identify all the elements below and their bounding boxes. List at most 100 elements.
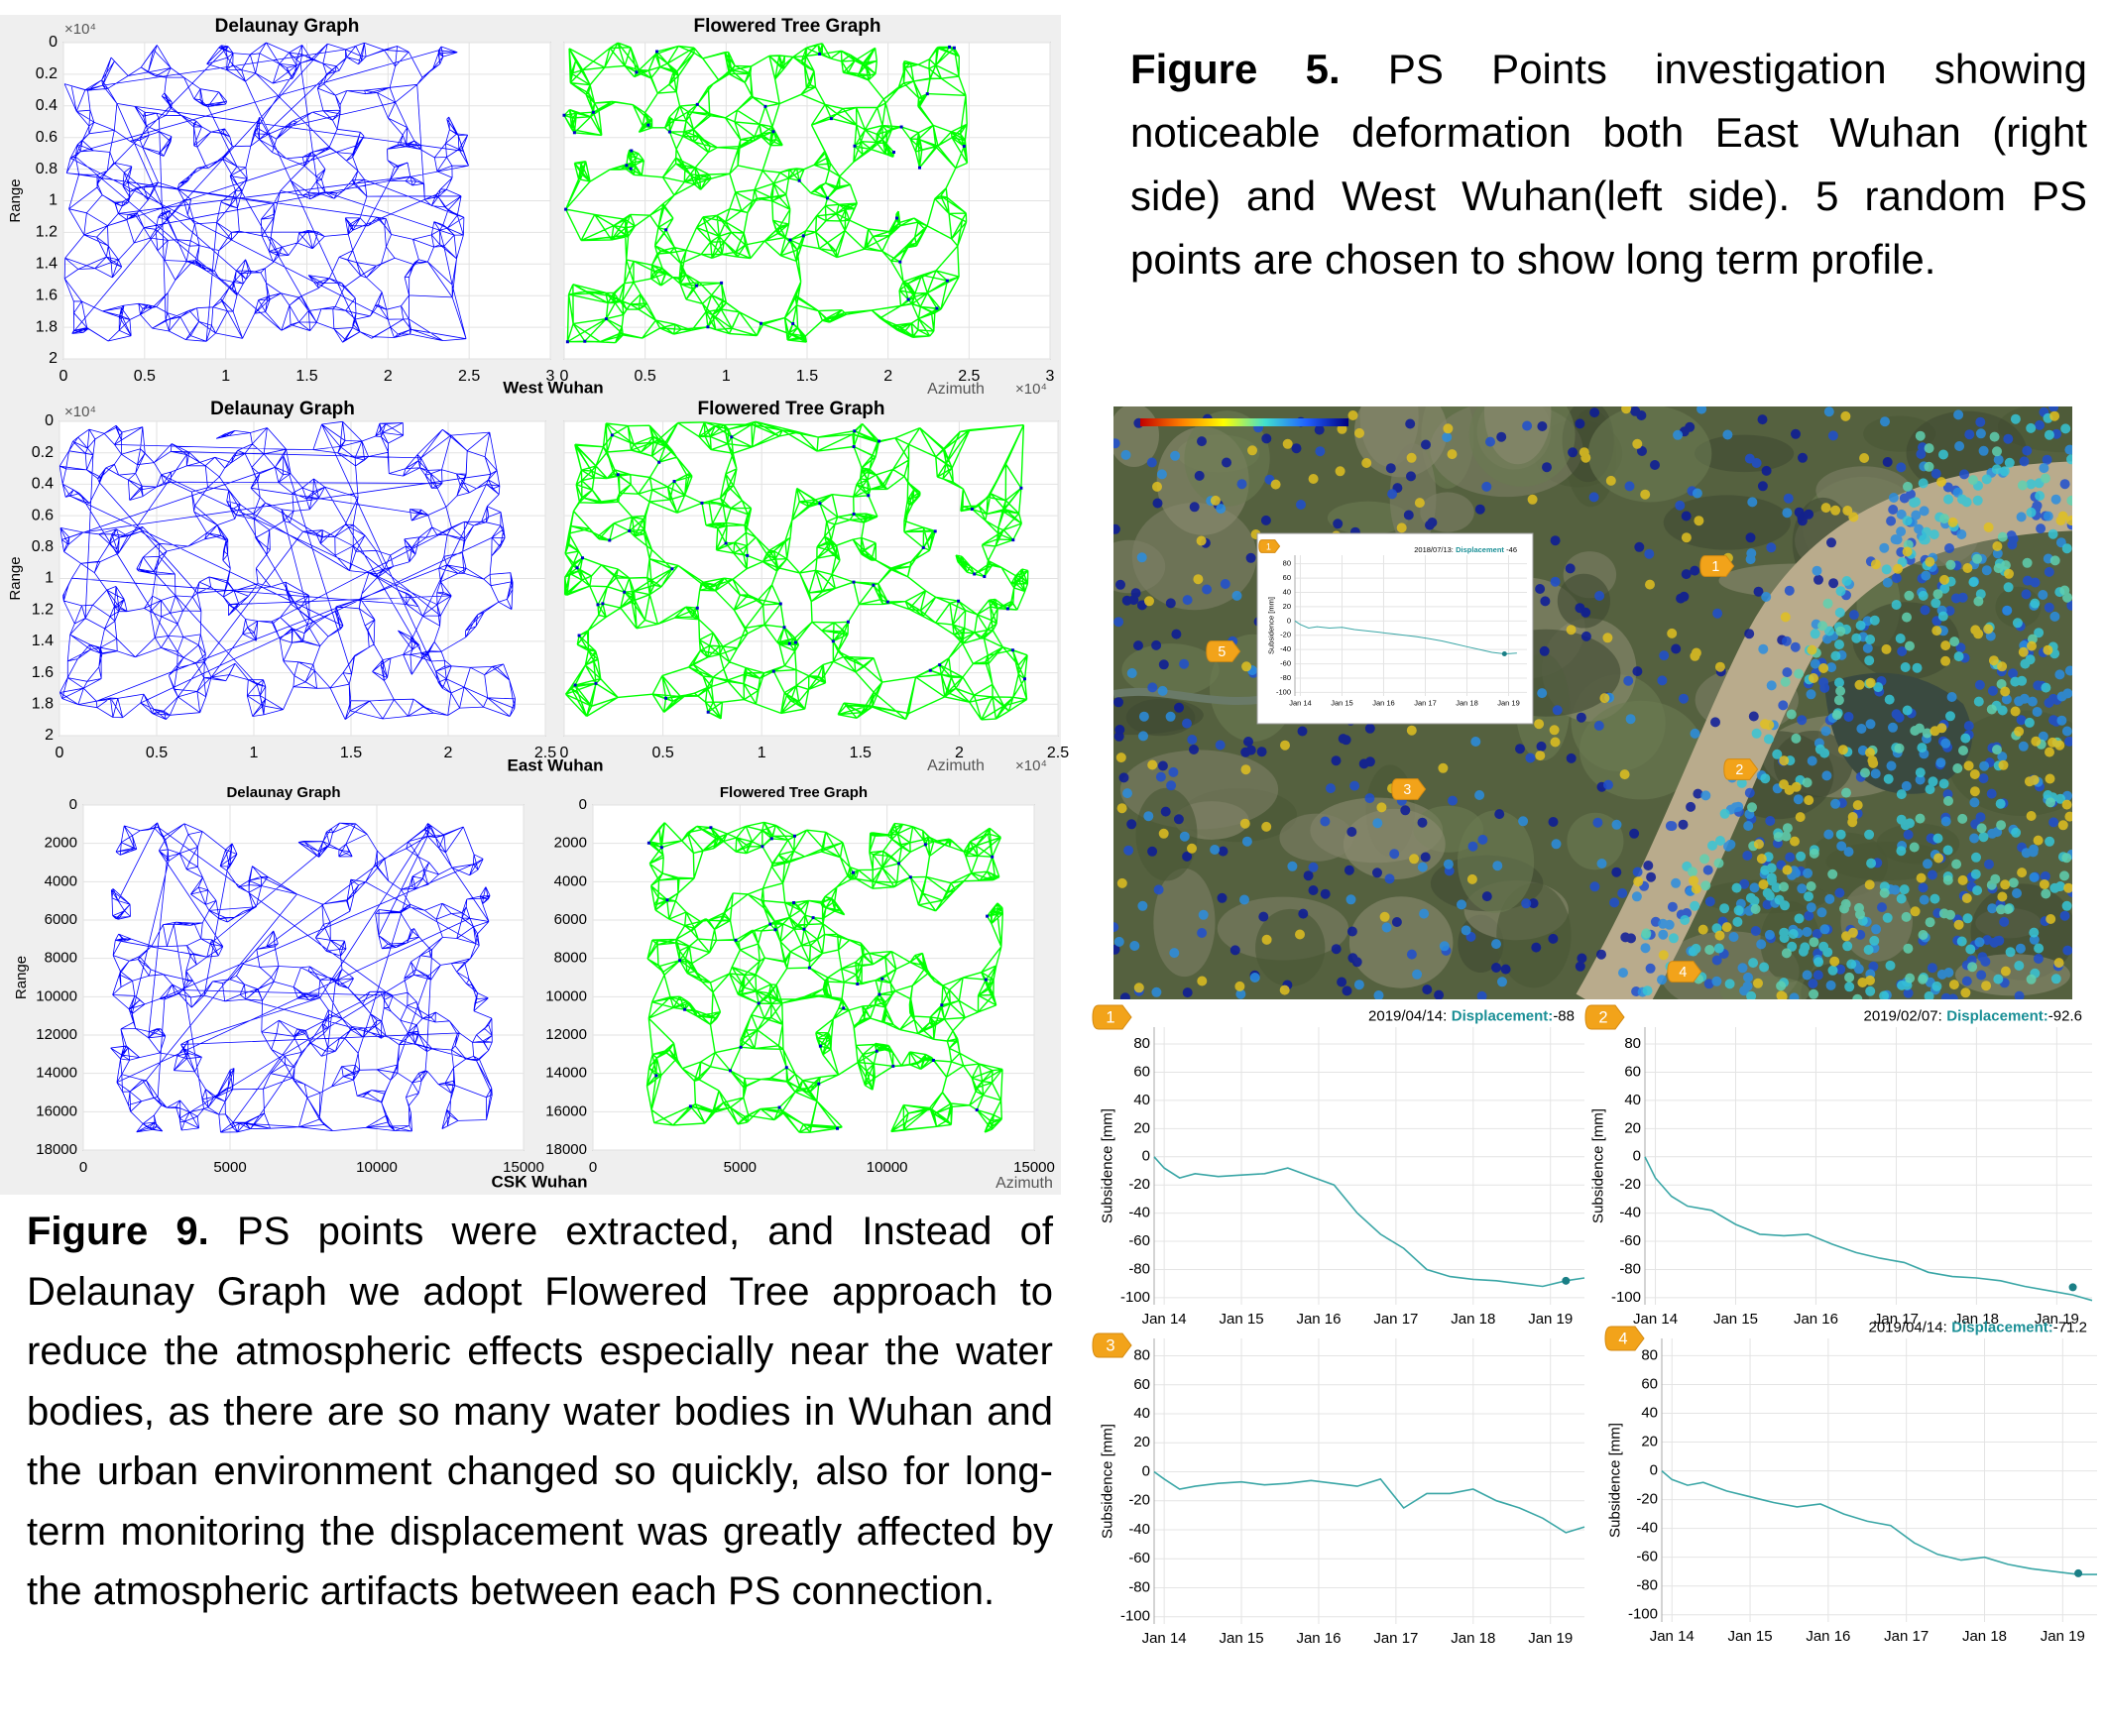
displacement-dot — [1502, 651, 1507, 656]
y-tick-label: 0.6 — [36, 129, 58, 146]
y-tick-label: 0.8 — [36, 161, 58, 177]
inset-box — [1257, 533, 1533, 724]
y-tick-label: 10000 — [545, 987, 587, 1004]
y-tick-label: 16000 — [545, 1102, 587, 1119]
x-tick-label: Jan 16 — [1806, 1628, 1850, 1645]
header-date: 2019/02/07: — [1864, 1007, 1942, 1024]
x-tick-label: 2.5 — [1047, 745, 1069, 761]
y-tick-label: 4000 — [45, 872, 77, 889]
chart-header: 2018/07/13:Displacement-46 — [1414, 545, 1517, 554]
y-tick-label: -40 — [1128, 1521, 1150, 1538]
y-axis-label: Subsidence [mm] — [1099, 1108, 1115, 1223]
y-tick-label: 12000 — [545, 1026, 587, 1043]
y-tick-label: 18000 — [36, 1141, 77, 1158]
x-axis-label: Azimuth — [927, 381, 985, 398]
series-line — [1662, 1471, 2097, 1575]
y-tick-label: 80 — [1641, 1346, 1658, 1363]
marker-number: 3 — [1106, 1336, 1114, 1354]
caption-label: Figure 5. — [1130, 46, 1341, 92]
y-tick-label: 0.6 — [32, 507, 54, 523]
y-tick-label: -40 — [1619, 1205, 1641, 1221]
page: 00.20.40.60.811.21.41.61.8200.511.522.53… — [0, 0, 2105, 1736]
marker-number: 1 — [1266, 541, 1271, 551]
y-tick-label: 0 — [1633, 1148, 1641, 1165]
x-tick-label: 2 — [883, 368, 892, 385]
x-tick-label: 2.5 — [458, 368, 480, 385]
x-tick-label: Jan 15 — [1713, 1311, 1758, 1328]
marker-number: 2 — [1735, 762, 1743, 778]
header-date: 2019/04/14: — [1869, 1319, 1947, 1335]
y-tick-label: 0 — [579, 796, 587, 813]
marker-number: 5 — [1218, 644, 1226, 660]
x-tick-label: Jan 18 — [1962, 1628, 2007, 1645]
x-tick-label: 15000 — [1013, 1159, 1055, 1176]
x-tick-label: 1 — [722, 368, 731, 385]
x-tick-label: Jan 19 — [2041, 1628, 2085, 1645]
y-tick-label: -100 — [1120, 1289, 1150, 1306]
y-axis-label: Subsidence [mm] — [1606, 1423, 1623, 1538]
y-tick-label: -100 — [1276, 687, 1291, 696]
chart-header: 2019/04/14:Displacement:-71.2 — [1869, 1319, 2088, 1335]
y-tick-label: 1.4 — [32, 633, 54, 649]
y-tick-label: 80 — [1133, 1347, 1150, 1364]
header-key: Displacement — [1456, 545, 1504, 554]
header-key: Displacement: — [1946, 1007, 2048, 1024]
x-tick-label: 1 — [221, 368, 230, 385]
x-tick-label: Jan 19 — [1528, 1630, 1573, 1647]
y-tick-label: 2000 — [45, 835, 77, 852]
displacement-dot — [1562, 1277, 1570, 1285]
x-tick-label: Jan 18 — [1451, 1311, 1495, 1328]
y-tick-label: 40 — [1624, 1092, 1641, 1108]
y-tick-label: 6000 — [45, 911, 77, 928]
x-tick-label: Jan 18 — [1451, 1630, 1495, 1647]
y-tick-label: 40 — [1133, 1405, 1150, 1422]
y-tick-label: 20 — [1624, 1119, 1641, 1136]
x-tick-label: 0 — [56, 745, 64, 761]
y-tick-label: 0 — [69, 796, 77, 813]
y-tick-label: 8000 — [45, 950, 77, 967]
row-label: CSK Wuhan — [492, 1172, 588, 1191]
y-tick-label: -60 — [1619, 1232, 1641, 1249]
y-tick-label: 18000 — [545, 1141, 587, 1158]
y-tick-label: 2 — [45, 727, 54, 744]
y-tick-label: 0 — [1287, 616, 1291, 625]
terrain-patch — [1109, 404, 1159, 467]
x-tick-label: 2 — [384, 368, 393, 385]
panel-title: Flowered Tree Graph — [694, 16, 881, 37]
y-tick-label: 1.8 — [36, 318, 58, 335]
displacement-dot — [2074, 1569, 2082, 1577]
y-tick-label: 40 — [1283, 587, 1291, 596]
x-tick-label: Jan 15 — [1331, 698, 1353, 707]
y-tick-label: -20 — [1128, 1176, 1150, 1193]
terrain-patch — [1349, 896, 1454, 987]
y-tick-label: 20 — [1641, 1433, 1658, 1449]
x-tick-label: Jan 14 — [1289, 698, 1312, 707]
y-tick-label: 1 — [45, 570, 54, 587]
figure5-caption: Figure 5. PS Points investigation showin… — [1130, 38, 2087, 291]
header-date: 2019/04/14: — [1368, 1007, 1447, 1024]
chart-header: 2019/04/14:Displacement:-88 — [1368, 1007, 1575, 1024]
y-tick-label: 20 — [1283, 602, 1291, 611]
y-tick-label: 6000 — [554, 911, 587, 928]
y-tick-label: -20 — [1280, 631, 1291, 639]
x-tick-label: Jan 15 — [1220, 1630, 1264, 1647]
y-tick-label: -80 — [1128, 1578, 1150, 1595]
y-axis-label: Range — [7, 178, 24, 222]
panel-title: Delaunay Graph — [215, 16, 360, 37]
x-tick-label: 1.5 — [850, 745, 872, 761]
axis-scale: ×10⁴ — [64, 21, 96, 38]
x-tick-label: Jan 14 — [1142, 1311, 1187, 1328]
header-value: -71.2 — [2053, 1319, 2087, 1335]
map — [1057, 360, 2105, 1024]
y-tick-label: 1.8 — [32, 696, 54, 713]
terrain-patch — [1344, 809, 1446, 879]
y-tick-label: -80 — [1619, 1260, 1641, 1277]
y-tick-label: 0 — [1142, 1462, 1150, 1479]
y-tick-label: 0.4 — [36, 97, 58, 114]
y-tick-label: -60 — [1280, 659, 1291, 668]
x-tick-label: 0 — [589, 1159, 597, 1176]
y-tick-label: 80 — [1624, 1035, 1641, 1052]
caption-label: Figure 9. — [27, 1210, 209, 1253]
panel-title: Flowered Tree Graph — [698, 399, 885, 419]
x-axis-label: Azimuth — [995, 1175, 1053, 1192]
